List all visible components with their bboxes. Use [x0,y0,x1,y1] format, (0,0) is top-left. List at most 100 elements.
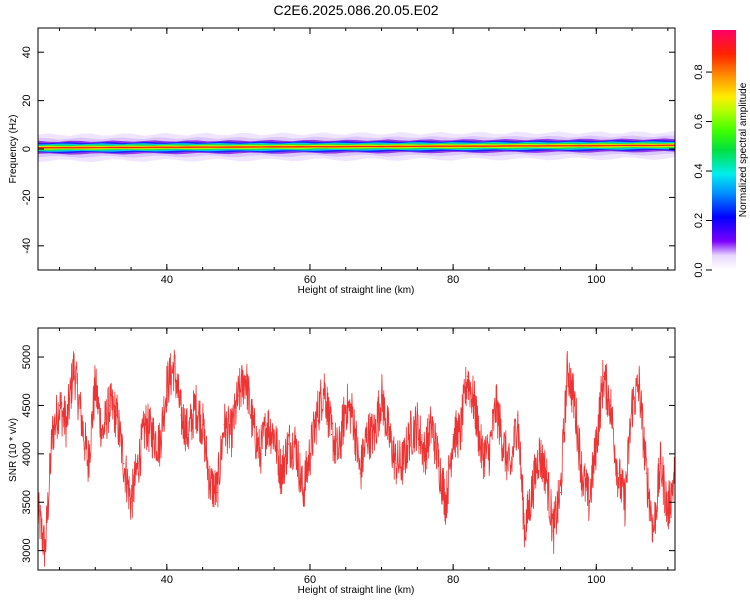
colorbar-gradient [712,30,736,270]
snr-point [194,404,197,407]
snr-point [216,491,218,494]
snr-x-tick-label: 100 [587,574,605,586]
snr-point [624,501,626,503]
snr-point [388,433,390,436]
snr-point [330,433,333,436]
snr-point [524,530,526,532]
snr-point [44,550,46,552]
snr-point [101,433,104,436]
snr-point [452,433,454,436]
snr-point [366,433,368,436]
snr-point [481,453,483,455]
snr-point [94,385,96,387]
snr-point [373,433,375,436]
snr-point [295,443,297,445]
spectrogram-panel: 40 60 80 100 -40 -20 0 20 40 Height of straight… [8,27,676,296]
snr-point [495,404,497,407]
snr-y-tick-label: 3500 [21,490,33,514]
snr-point [502,443,504,445]
colorbar: 0.0 0.2 0.4 0.6 0.8 Normalized spectral ampl… [693,30,749,278]
snr-point [323,385,325,387]
snr-panel: 40 60 80 100 3000 3500 4000 4500 5000 Height of… [8,327,676,596]
snr-point [652,530,655,532]
colorbar-tick-label: 0.0 [693,262,705,277]
snr-point [567,366,569,368]
snr-point [73,366,75,368]
snr-y-tick-label: 4500 [21,393,33,417]
spectrogram-y-tick-label: 0 [21,146,33,152]
snr-point [345,404,347,407]
spectrogram-y-tick-label: -20 [21,189,33,205]
snr-y-label: SNR (10 * v/v) [8,418,19,482]
snr-point [58,404,61,407]
figure-title: C2E6.2025.086.20.05.E02 [273,2,438,18]
spectrogram-x-tick-label: 40 [161,274,173,286]
snr-point [223,424,225,426]
snr-point [595,443,597,445]
snr-point [338,453,340,455]
snr-point [552,530,554,532]
snr-point [409,433,411,436]
snr-point [66,424,68,426]
snr-point [273,433,275,436]
spectrogram-y-tick-label: 40 [21,46,33,58]
snr-point [280,472,282,474]
snr-x-tick-label: 80 [447,574,459,586]
snr-frame [37,327,676,571]
snr-point [416,424,418,426]
snr-point [531,491,533,494]
snr-point [617,472,619,474]
snr-point [123,462,125,465]
snr-point [80,414,82,416]
snr-point [359,472,361,474]
snr-x-tick-label: 40 [161,574,173,586]
snr-y-tick-label: 5000 [21,345,33,369]
snr-point [316,414,318,416]
snr-point [516,414,519,416]
colorbar-tick-label: 0.2 [693,213,705,228]
snr-point [473,404,476,407]
snr-point [266,424,268,426]
spectrogram-y-tick-label: -40 [21,238,33,254]
snr-point [581,472,583,474]
colorbar-tick-label: 0.4 [693,163,705,178]
snr-point [130,501,132,503]
snr-point [166,385,168,387]
spectrogram-x-tick-label: 60 [304,274,316,286]
snr-point [438,462,440,465]
snr-point [252,424,254,426]
snr-point [645,472,647,474]
snr-point [173,366,175,368]
snr-y-tick-label: 3000 [21,538,33,562]
snr-point [602,375,605,377]
snr-x-label: Height of straight line (km) [298,585,415,596]
snr-point [431,424,433,426]
snr-point [202,424,204,426]
snr-point [660,462,662,465]
snr-point [302,491,304,494]
spectrogram-x-tick-label: 80 [447,274,459,286]
snr-x-tick-label: 60 [304,574,316,586]
spectrogram-x-label: Height of straight line (km) [298,285,415,296]
spectrogram-y-tick-label: 20 [21,94,33,106]
snr-point [180,414,182,416]
snr-point [509,472,511,474]
snr-point [352,414,354,416]
snr-point [87,462,89,465]
snr-point [488,453,490,455]
snr-point [116,414,118,416]
snr-point [230,433,232,436]
snr-y-ticks: 3000 3500 4000 4500 5000 [21,345,675,563]
snr-point [538,453,540,455]
snr-point [423,453,426,455]
snr-point [259,453,261,455]
snr-point [402,462,404,465]
spectrogram-x-tick-label: 100 [587,274,605,286]
colorbar-tick-label: 0.6 [693,114,705,129]
snr-point [588,501,590,503]
snr-line [38,349,675,567]
snr-point [380,395,383,397]
snr-x-ticks: 40 60 80 100 [58,328,669,586]
snr-point [159,443,161,445]
spectrogram-y-label: Frequency (Hz) [8,115,19,184]
